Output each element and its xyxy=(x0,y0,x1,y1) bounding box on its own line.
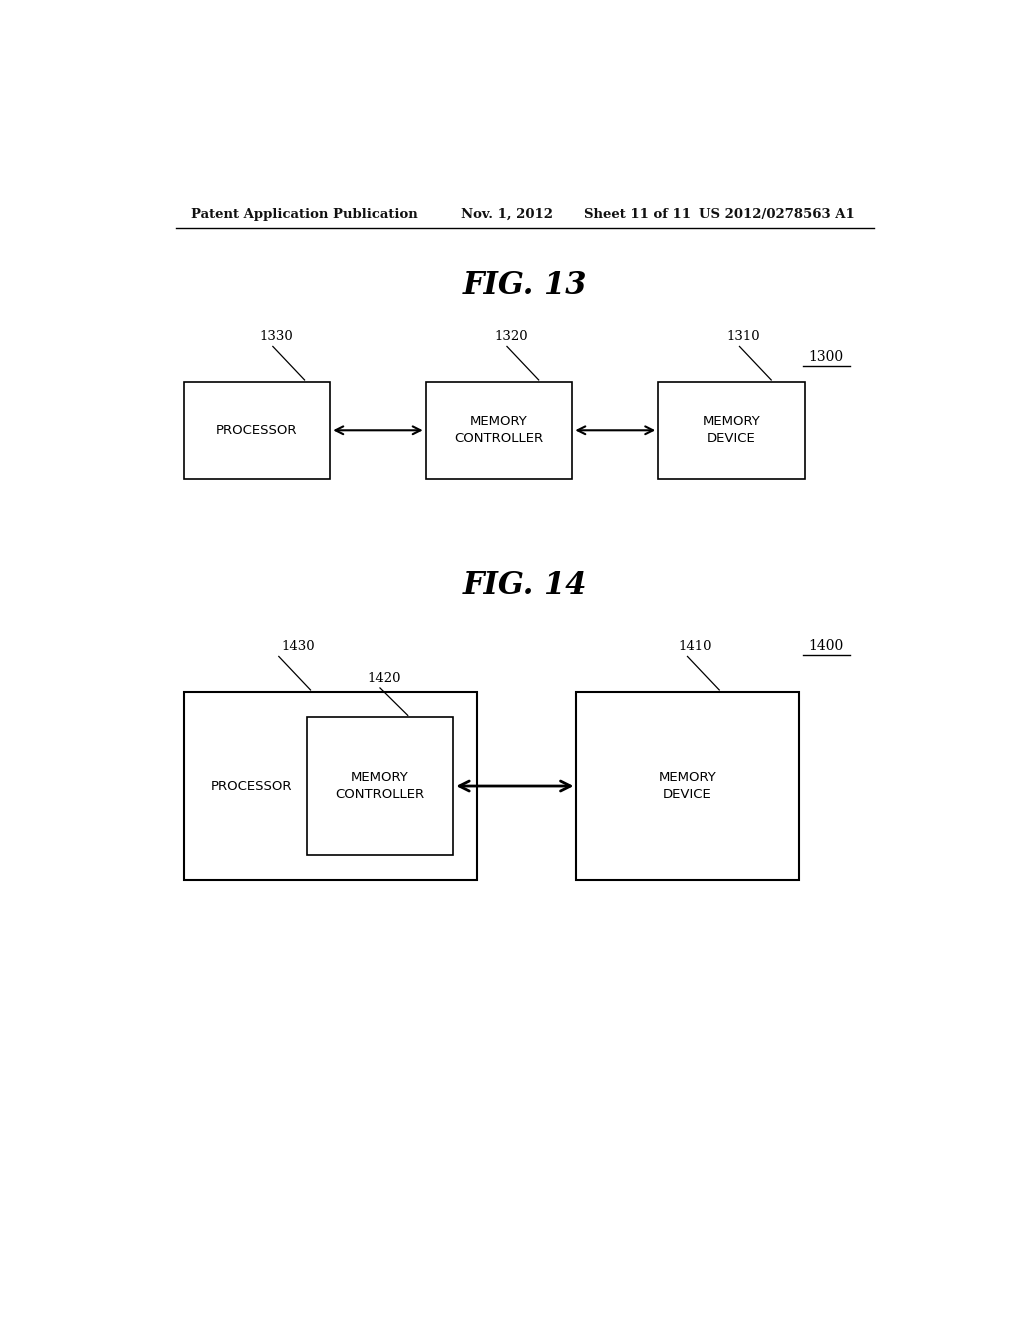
Text: MEMORY
DEVICE: MEMORY DEVICE xyxy=(702,416,761,445)
Text: PROCESSOR: PROCESSOR xyxy=(210,780,292,792)
Text: US 2012/0278563 A1: US 2012/0278563 A1 xyxy=(699,207,855,220)
FancyBboxPatch shape xyxy=(426,381,572,479)
Text: 1420: 1420 xyxy=(368,672,400,685)
Text: Sheet 11 of 11: Sheet 11 of 11 xyxy=(585,207,691,220)
Text: 1300: 1300 xyxy=(809,350,844,364)
Text: 1320: 1320 xyxy=(495,330,527,343)
FancyBboxPatch shape xyxy=(577,692,799,880)
FancyBboxPatch shape xyxy=(306,718,454,854)
Text: 1430: 1430 xyxy=(282,640,315,653)
FancyBboxPatch shape xyxy=(183,692,477,880)
Text: FIG. 14: FIG. 14 xyxy=(463,570,587,601)
Text: 1410: 1410 xyxy=(679,640,712,653)
Text: 1400: 1400 xyxy=(809,639,844,653)
Text: MEMORY
CONTROLLER: MEMORY CONTROLLER xyxy=(455,416,544,445)
Text: FIG. 13: FIG. 13 xyxy=(463,271,587,301)
Text: MEMORY
CONTROLLER: MEMORY CONTROLLER xyxy=(336,771,425,801)
Text: MEMORY
DEVICE: MEMORY DEVICE xyxy=(658,771,717,801)
Text: 1310: 1310 xyxy=(727,330,760,343)
Text: 1330: 1330 xyxy=(260,330,294,343)
FancyBboxPatch shape xyxy=(183,381,331,479)
Text: Patent Application Publication: Patent Application Publication xyxy=(191,207,418,220)
Text: PROCESSOR: PROCESSOR xyxy=(216,424,298,437)
Text: Nov. 1, 2012: Nov. 1, 2012 xyxy=(461,207,553,220)
FancyBboxPatch shape xyxy=(658,381,805,479)
